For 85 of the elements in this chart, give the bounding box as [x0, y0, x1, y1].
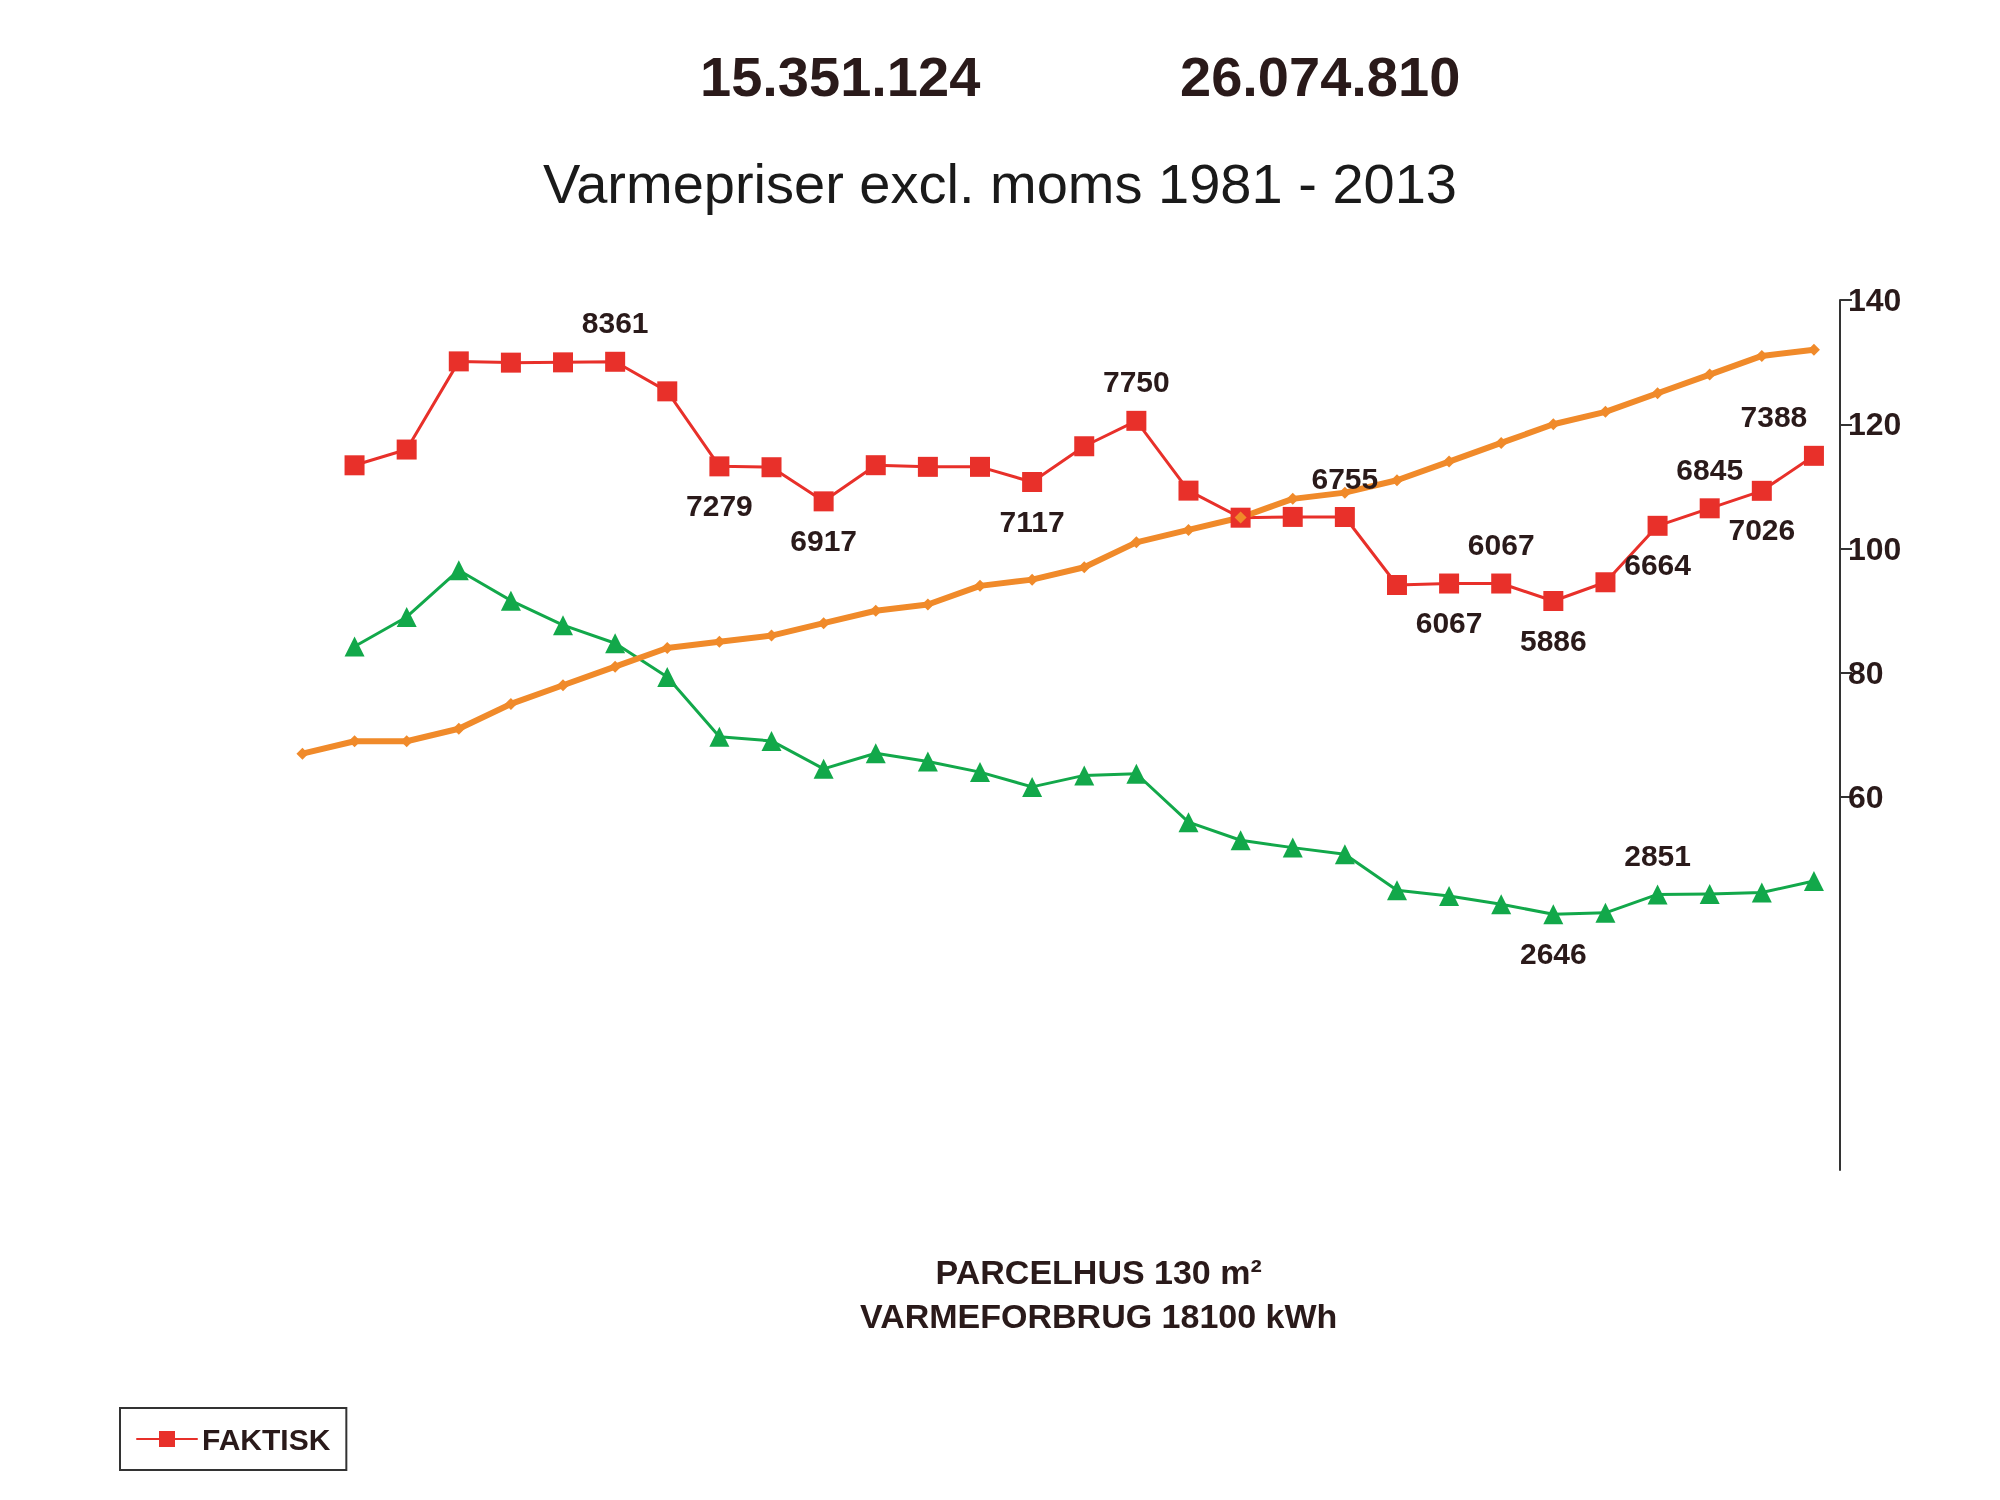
text: 15.351.124: [700, 44, 981, 108]
y-tick-label: 80: [1848, 654, 1884, 691]
data-label: 5886: [1519, 623, 1587, 657]
legend-label: FAKTISK: [202, 1422, 331, 1456]
point: [1074, 436, 1095, 457]
point: [709, 726, 730, 747]
point: [865, 455, 886, 476]
point: [553, 615, 574, 636]
point: [1334, 844, 1355, 865]
data-label: 6845: [1676, 452, 1744, 486]
point: [1751, 480, 1772, 501]
point: [500, 352, 521, 373]
point: [1491, 573, 1512, 594]
point: [1386, 880, 1407, 901]
data-label: 7117: [999, 504, 1065, 538]
y-tick-label: 140: [1848, 282, 1902, 318]
data-label: 7279: [686, 488, 753, 522]
point: [448, 351, 469, 372]
data-label: 2851: [1624, 838, 1691, 872]
y-tick-label: 120: [1848, 406, 1902, 443]
point: [917, 751, 938, 772]
text: PARCELHUS 130 m² VARMEFORBRUG 18100 kWh: [859, 1253, 1338, 1336]
y-tick-label: 100: [1848, 530, 1902, 567]
data-label: 6067: [1467, 528, 1535, 562]
point: [1078, 561, 1091, 574]
point: [813, 758, 834, 779]
point: [657, 666, 678, 687]
point: [344, 636, 365, 657]
point: [396, 606, 417, 627]
point: [605, 351, 626, 372]
point: [1230, 830, 1251, 851]
data-label: 6755: [1311, 461, 1379, 495]
data-label: 7750: [1102, 365, 1170, 399]
point: [761, 730, 782, 751]
point: [448, 560, 469, 581]
point: [1126, 763, 1147, 784]
point: [1178, 480, 1199, 501]
point: [1074, 765, 1095, 786]
point: [1178, 812, 1199, 833]
point: [1699, 498, 1720, 519]
data-label: 6664: [1624, 548, 1692, 582]
point: [504, 697, 517, 710]
text: 26.074.810: [1180, 44, 1461, 108]
point: [1439, 573, 1460, 594]
point: [1543, 904, 1564, 925]
point: [553, 352, 574, 373]
point: [970, 456, 990, 477]
point: [1595, 572, 1616, 593]
data-label: 6917: [790, 523, 858, 557]
point: [609, 660, 622, 673]
y-tick-label: 60: [1848, 779, 1884, 816]
point: [970, 762, 990, 783]
chart-title: Varmepriser excl. moms 1981 - 2013: [543, 151, 1457, 215]
point: [1647, 884, 1668, 905]
point: [605, 633, 626, 654]
point: [1439, 886, 1460, 907]
point: [865, 743, 886, 764]
point: [1126, 410, 1147, 431]
point: [1803, 445, 1824, 466]
point: [1803, 870, 1824, 891]
data-label: 8361: [581, 306, 649, 340]
point: [917, 456, 938, 477]
point: [1334, 507, 1355, 528]
point: [1386, 574, 1407, 595]
point: [1647, 515, 1668, 536]
data-label: 2646: [1519, 936, 1587, 970]
point: [1022, 472, 1043, 493]
point: [500, 590, 521, 611]
point: [1543, 591, 1564, 612]
point: [1282, 506, 1303, 527]
point: [1491, 894, 1512, 915]
point: [761, 457, 782, 478]
point: [709, 456, 730, 477]
point: [344, 455, 365, 476]
point: [1595, 902, 1616, 923]
point: [1751, 882, 1772, 903]
point: [1282, 837, 1303, 858]
point: [1022, 776, 1043, 797]
point: [813, 491, 834, 512]
data-label: 7388: [1740, 400, 1808, 434]
point: [396, 439, 417, 460]
data-label: 7026: [1728, 513, 1796, 547]
point: [657, 381, 678, 402]
point: [1699, 884, 1720, 905]
data-label: 6067: [1415, 606, 1483, 640]
